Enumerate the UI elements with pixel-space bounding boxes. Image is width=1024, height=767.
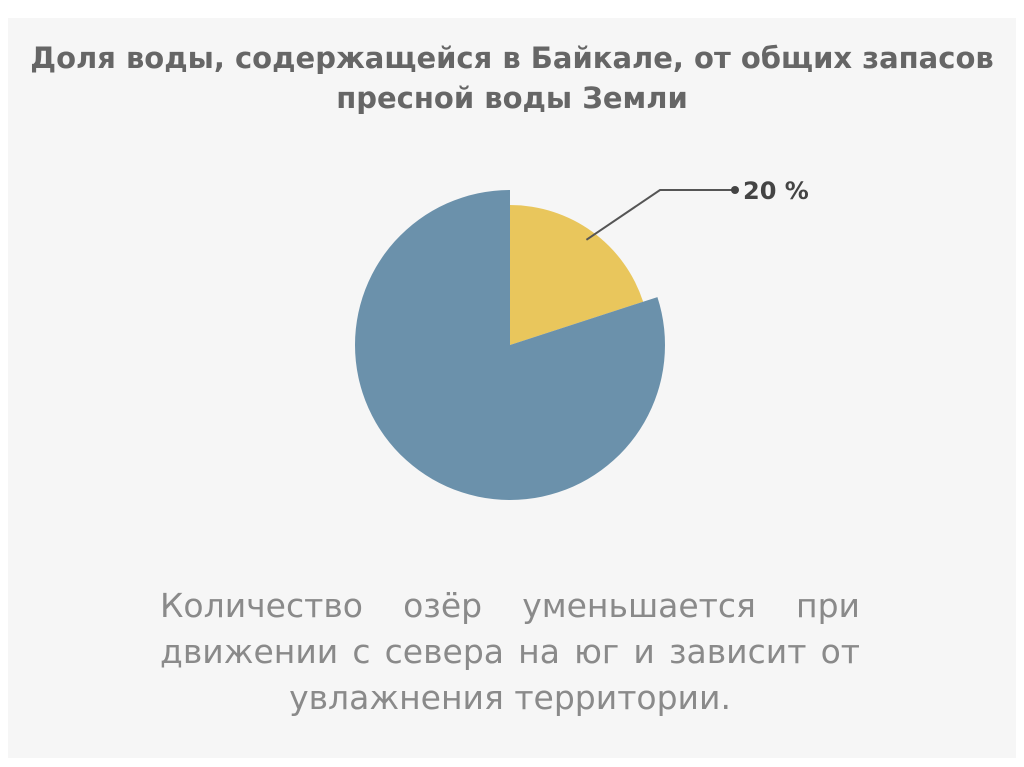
data-label: 20 %	[743, 177, 809, 205]
pie-slice	[354, 190, 665, 501]
pie-slice	[510, 205, 644, 345]
caption: Количество озёр уменьшается при движении…	[160, 586, 860, 717]
leader-line	[585, 189, 735, 241]
chart-title: Доля воды, содержащейся в Байкале, от об…	[30, 41, 994, 115]
leader-dot	[731, 186, 739, 194]
